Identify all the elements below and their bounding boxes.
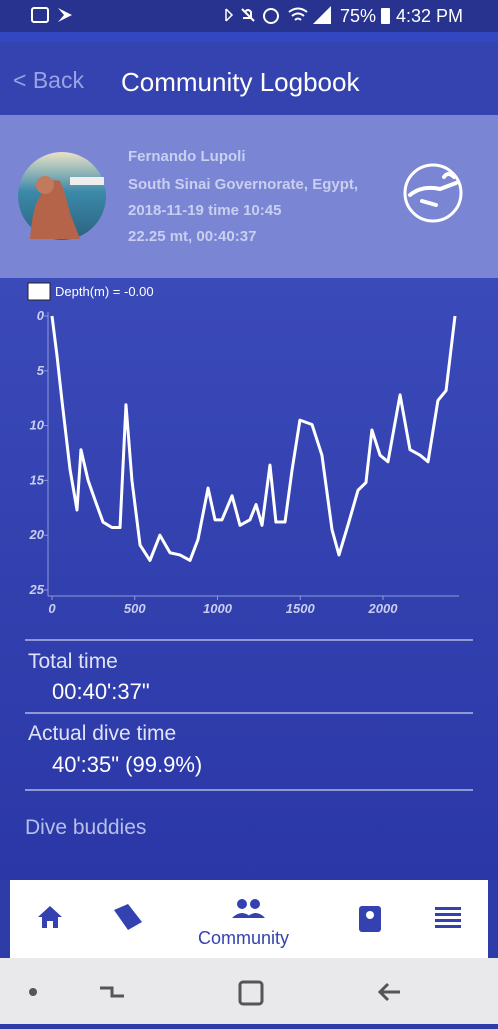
x-tick-label: 500 [124, 601, 146, 616]
stat-value: 00:40':37" [52, 679, 150, 704]
divider [25, 789, 473, 791]
clock: 4:32 PM [396, 6, 464, 26]
list-icon[interactable] [435, 907, 461, 928]
home-icon[interactable] [38, 906, 62, 928]
battery: 75% [340, 6, 377, 26]
divider [25, 712, 473, 714]
community-icon[interactable] [237, 899, 247, 909]
logbook-icon[interactable] [114, 904, 142, 930]
x-tick-label: 1000 [203, 601, 233, 616]
dive-location: South Sinai Governorate, Egypt, [128, 176, 359, 193]
header: < Back Community Logbook [0, 42, 498, 115]
profile-graphics [18, 152, 463, 240]
y-tick-label: 5 [37, 363, 45, 378]
status-bar: 75% 4:32 PM [0, 0, 498, 32]
dive-date: 2018-11-19 time 10:45 [128, 202, 282, 219]
stat-label: Total time [28, 650, 118, 673]
diver-name: Fernando Lupoli [128, 148, 246, 165]
y-tick-label: 25 [29, 582, 45, 597]
divider [25, 639, 473, 641]
back-button[interactable]: < Back [13, 67, 84, 93]
x-tick-label: 0 [48, 601, 56, 616]
content [0, 278, 498, 880]
status-icons [31, 6, 390, 24]
system-buttons [29, 980, 400, 1006]
y-tick-label: 15 [30, 472, 45, 487]
system-nav [0, 958, 498, 1024]
y-tick-label: 10 [30, 418, 45, 433]
stat-value: 40':35" (99.9%) [52, 752, 203, 777]
bottom-nav: Community [10, 880, 488, 958]
nav-label[interactable]: Community [198, 928, 290, 948]
legend-swatch [27, 282, 51, 301]
x-tick-label: 1500 [286, 601, 316, 616]
stat-label: Actual dive time [28, 722, 177, 745]
page-title: Community Logbook [121, 67, 360, 97]
legend-label: Depth(m) = -0.00 [55, 284, 154, 299]
y-tick-label: 20 [29, 527, 45, 542]
x-tick-label: 2000 [368, 601, 399, 616]
dive-summary: 22.25 mt, 00:40:37 [128, 228, 257, 245]
nav-icons [38, 899, 461, 932]
y-tick-label: 0 [37, 308, 45, 323]
section-label[interactable]: Dive buddies [25, 816, 147, 839]
depth-line [50, 315, 457, 562]
profile-card: Fernando Lupoli South Sinai Governorate,… [0, 115, 498, 278]
accent-stripe [0, 32, 498, 42]
